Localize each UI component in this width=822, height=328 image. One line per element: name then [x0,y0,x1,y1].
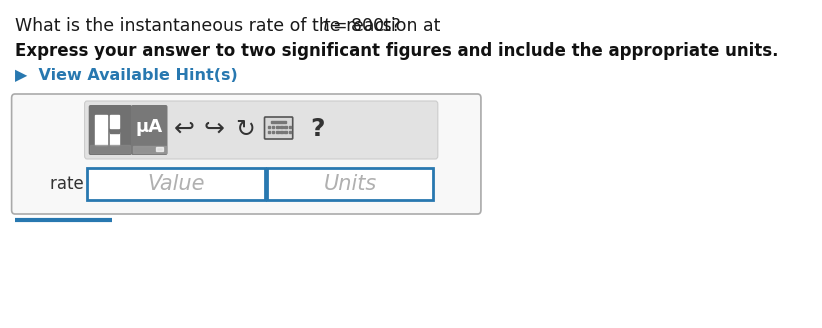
FancyBboxPatch shape [265,117,293,139]
Text: ?: ? [311,117,325,141]
Text: $t = 800.$: $t = 800.$ [321,17,389,35]
Bar [110,131,118,133]
FancyBboxPatch shape [12,94,481,214]
Text: μA: μA [136,118,163,136]
Bar [272,126,275,128]
Bar [268,126,270,128]
Bar [289,126,291,128]
Text: Value: Value [147,174,205,194]
Text: ▶  View Available Hint(s): ▶ View Available Hint(s) [15,69,238,84]
Bar [284,126,287,128]
FancyBboxPatch shape [131,105,168,155]
Bar [284,131,287,133]
Bar [280,131,283,133]
Bar [156,147,163,151]
Bar [276,126,279,128]
Text: ↩: ↩ [173,117,195,141]
Bar [95,115,107,145]
Text: s?: s? [377,17,401,35]
Bar [87,168,266,200]
Bar [276,131,279,133]
Text: ↪: ↪ [203,117,224,141]
Text: rate =: rate = [50,175,103,193]
Bar [271,121,286,123]
Text: ↻: ↻ [235,117,255,141]
FancyBboxPatch shape [85,101,438,159]
Bar [90,145,130,153]
Text: Express your answer to two significant figures and include the appropriate units: Express your answer to two significant f… [15,42,778,60]
Bar [268,131,270,133]
Bar [267,168,433,200]
Bar [289,131,291,133]
Bar [272,131,275,133]
Bar [110,132,118,145]
Bar [280,126,283,128]
Bar [110,115,118,128]
Text: Units: Units [323,174,376,194]
Text: What is the instantaneous rate of the reaction at: What is the instantaneous rate of the re… [15,17,446,35]
Bar [132,146,166,153]
FancyBboxPatch shape [89,105,132,155]
